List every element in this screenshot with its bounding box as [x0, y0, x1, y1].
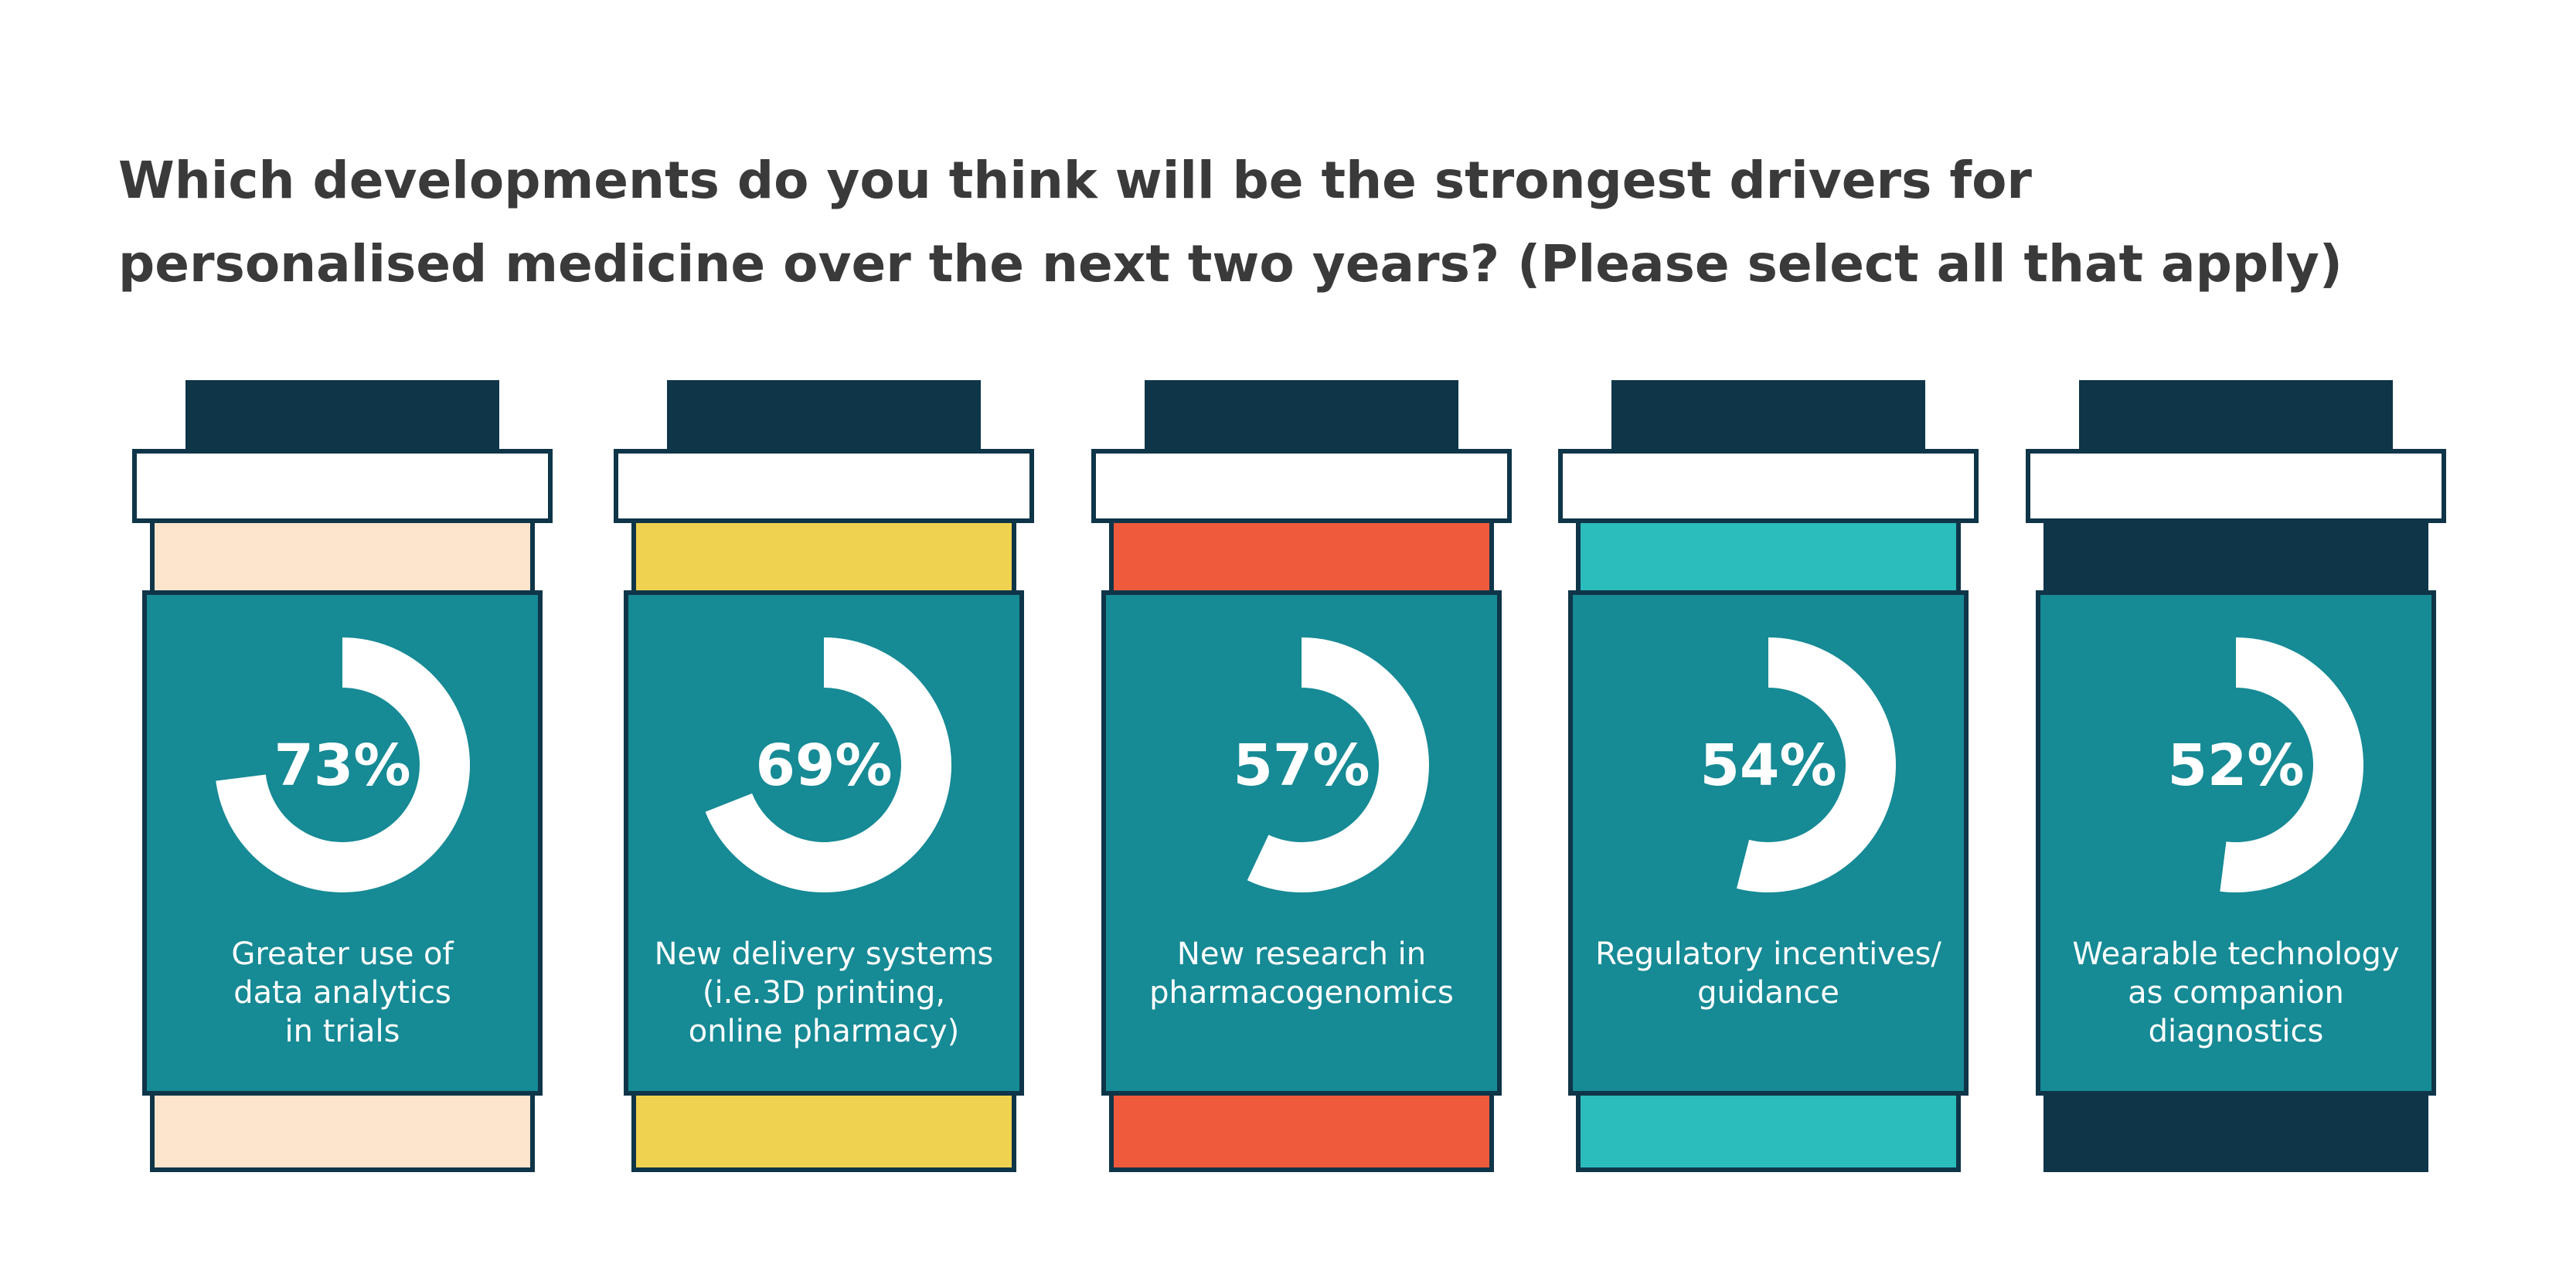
bottle-cap — [2079, 380, 2393, 451]
category-label-line: Greater use of — [231, 936, 454, 972]
category-label-line: data analytics — [233, 975, 451, 1011]
bottle-cap-band — [1091, 449, 1512, 523]
category-label-line: online pharmacy) — [689, 1014, 959, 1049]
donut-arc — [216, 637, 470, 892]
donut-arc — [2220, 637, 2363, 892]
chart-title-line-1: Which developments do you think will be … — [118, 151, 2032, 210]
donut-arc — [705, 637, 951, 892]
category-label-line: as companion — [2128, 975, 2344, 1011]
bottle-cap-band — [132, 449, 553, 523]
bottle-2: 69% New delivery systems(i.e.3D printing,… — [614, 380, 1034, 1172]
category-label-line: Regulatory incentives/ — [1595, 936, 1941, 972]
bottle-cap — [1145, 380, 1458, 451]
bottle-cap-band — [1558, 449, 1979, 523]
data-label: 54% — [1700, 732, 1836, 799]
category-label-line: diagnostics — [2149, 1014, 2324, 1049]
data-label: 73% — [274, 732, 410, 799]
category-label-line: pharmacogenomics — [1149, 975, 1454, 1011]
donut-arc — [1736, 637, 1897, 893]
category-label-line: New research in — [1177, 936, 1426, 972]
bottle-cap-band — [614, 449, 1034, 523]
bottle-cap — [185, 380, 499, 451]
category-label-line: guidance — [1697, 975, 1839, 1011]
donut-arc — [1247, 637, 1429, 892]
data-label: 52% — [2167, 732, 2304, 799]
bottle-cap — [1611, 380, 1925, 451]
data-label: 69% — [755, 732, 892, 799]
category-label-line: New delivery systems — [655, 936, 994, 972]
category-label-line: in trials — [285, 1014, 400, 1049]
category-label-line: Wearable technology — [2072, 936, 2399, 972]
chart-title-line-2: personalised medicine over the next two … — [118, 234, 2343, 294]
bottle-4: 54% Regulatory incentives/guidance — [1558, 380, 1979, 1172]
bottle-cap-band — [2026, 449, 2446, 523]
category-label-line: (i.e.3D printing, — [703, 975, 945, 1011]
chart-title: Which developments do you think will be … — [118, 139, 2343, 306]
data-label: 57% — [1233, 732, 1370, 799]
bottle-cap — [667, 380, 981, 451]
